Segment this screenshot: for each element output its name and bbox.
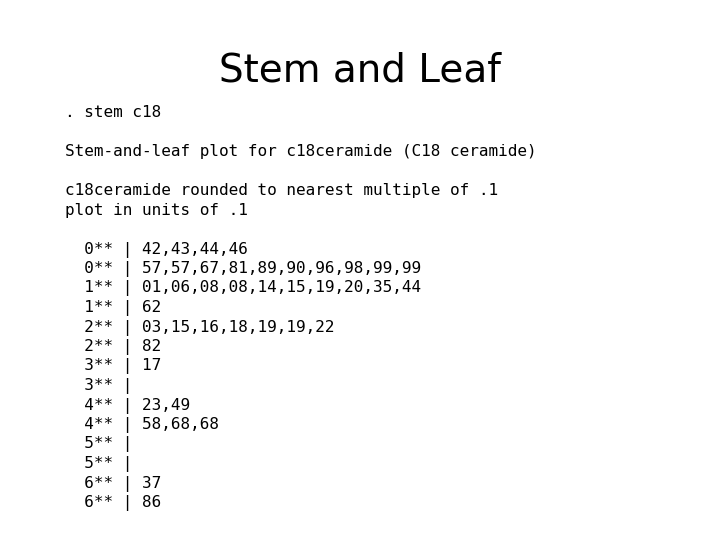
- Text: 1** | 01,06,08,08,14,15,19,20,35,44: 1** | 01,06,08,08,14,15,19,20,35,44: [65, 280, 421, 296]
- Text: 4** | 23,49: 4** | 23,49: [65, 397, 190, 414]
- Text: 1** | 62: 1** | 62: [65, 300, 161, 316]
- Text: 0** | 57,57,67,81,89,90,96,98,99,99: 0** | 57,57,67,81,89,90,96,98,99,99: [65, 261, 421, 277]
- Text: Stem and Leaf: Stem and Leaf: [219, 52, 501, 90]
- Text: 2** | 03,15,16,18,19,19,22: 2** | 03,15,16,18,19,19,22: [65, 320, 335, 335]
- Text: 2** | 82: 2** | 82: [65, 339, 161, 355]
- Text: 5** |: 5** |: [65, 436, 132, 453]
- Text: 0** | 42,43,44,46: 0** | 42,43,44,46: [65, 241, 248, 258]
- Text: 5** |: 5** |: [65, 456, 132, 472]
- Text: plot in units of .1: plot in units of .1: [65, 202, 248, 218]
- Text: 6** | 37: 6** | 37: [65, 476, 161, 491]
- Text: Stem-and-leaf plot for c18ceramide (C18 ceramide): Stem-and-leaf plot for c18ceramide (C18 …: [65, 144, 536, 159]
- Text: 3** | 17: 3** | 17: [65, 359, 161, 375]
- Text: 3** |: 3** |: [65, 378, 132, 394]
- Text: c18ceramide rounded to nearest multiple of .1: c18ceramide rounded to nearest multiple …: [65, 183, 498, 198]
- Text: 6** | 86: 6** | 86: [65, 495, 161, 511]
- Text: 4** | 58,68,68: 4** | 58,68,68: [65, 417, 219, 433]
- Text: . stem c18: . stem c18: [65, 105, 161, 120]
